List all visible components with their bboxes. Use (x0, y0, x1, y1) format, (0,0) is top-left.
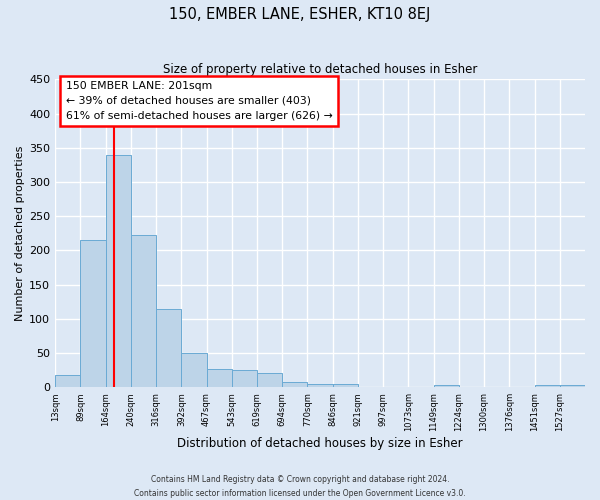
Bar (131, 236, 156, 388)
Bar (535, 386, 560, 388)
Bar (560, 386, 585, 388)
Bar (332, 384, 358, 388)
Bar (434, 384, 459, 388)
Bar (55, 375, 80, 388)
X-axis label: Distribution of detached houses by size in Esher: Distribution of detached houses by size … (177, 437, 463, 450)
Bar (206, 369, 232, 388)
Bar (181, 353, 206, 388)
Bar (307, 384, 332, 388)
Bar (106, 154, 131, 388)
Bar (257, 373, 282, 388)
Y-axis label: Number of detached properties: Number of detached properties (15, 146, 25, 321)
Text: 150 EMBER LANE: 201sqm
← 39% of detached houses are smaller (403)
61% of semi-de: 150 EMBER LANE: 201sqm ← 39% of detached… (66, 81, 332, 120)
Title: Size of property relative to detached houses in Esher: Size of property relative to detached ho… (163, 62, 477, 76)
Bar (80, 240, 106, 388)
Bar (282, 382, 307, 388)
Bar (232, 370, 257, 388)
Text: 150, EMBER LANE, ESHER, KT10 8EJ: 150, EMBER LANE, ESHER, KT10 8EJ (169, 8, 431, 22)
Text: Contains HM Land Registry data © Crown copyright and database right 2024.
Contai: Contains HM Land Registry data © Crown c… (134, 476, 466, 498)
Bar (156, 308, 181, 388)
